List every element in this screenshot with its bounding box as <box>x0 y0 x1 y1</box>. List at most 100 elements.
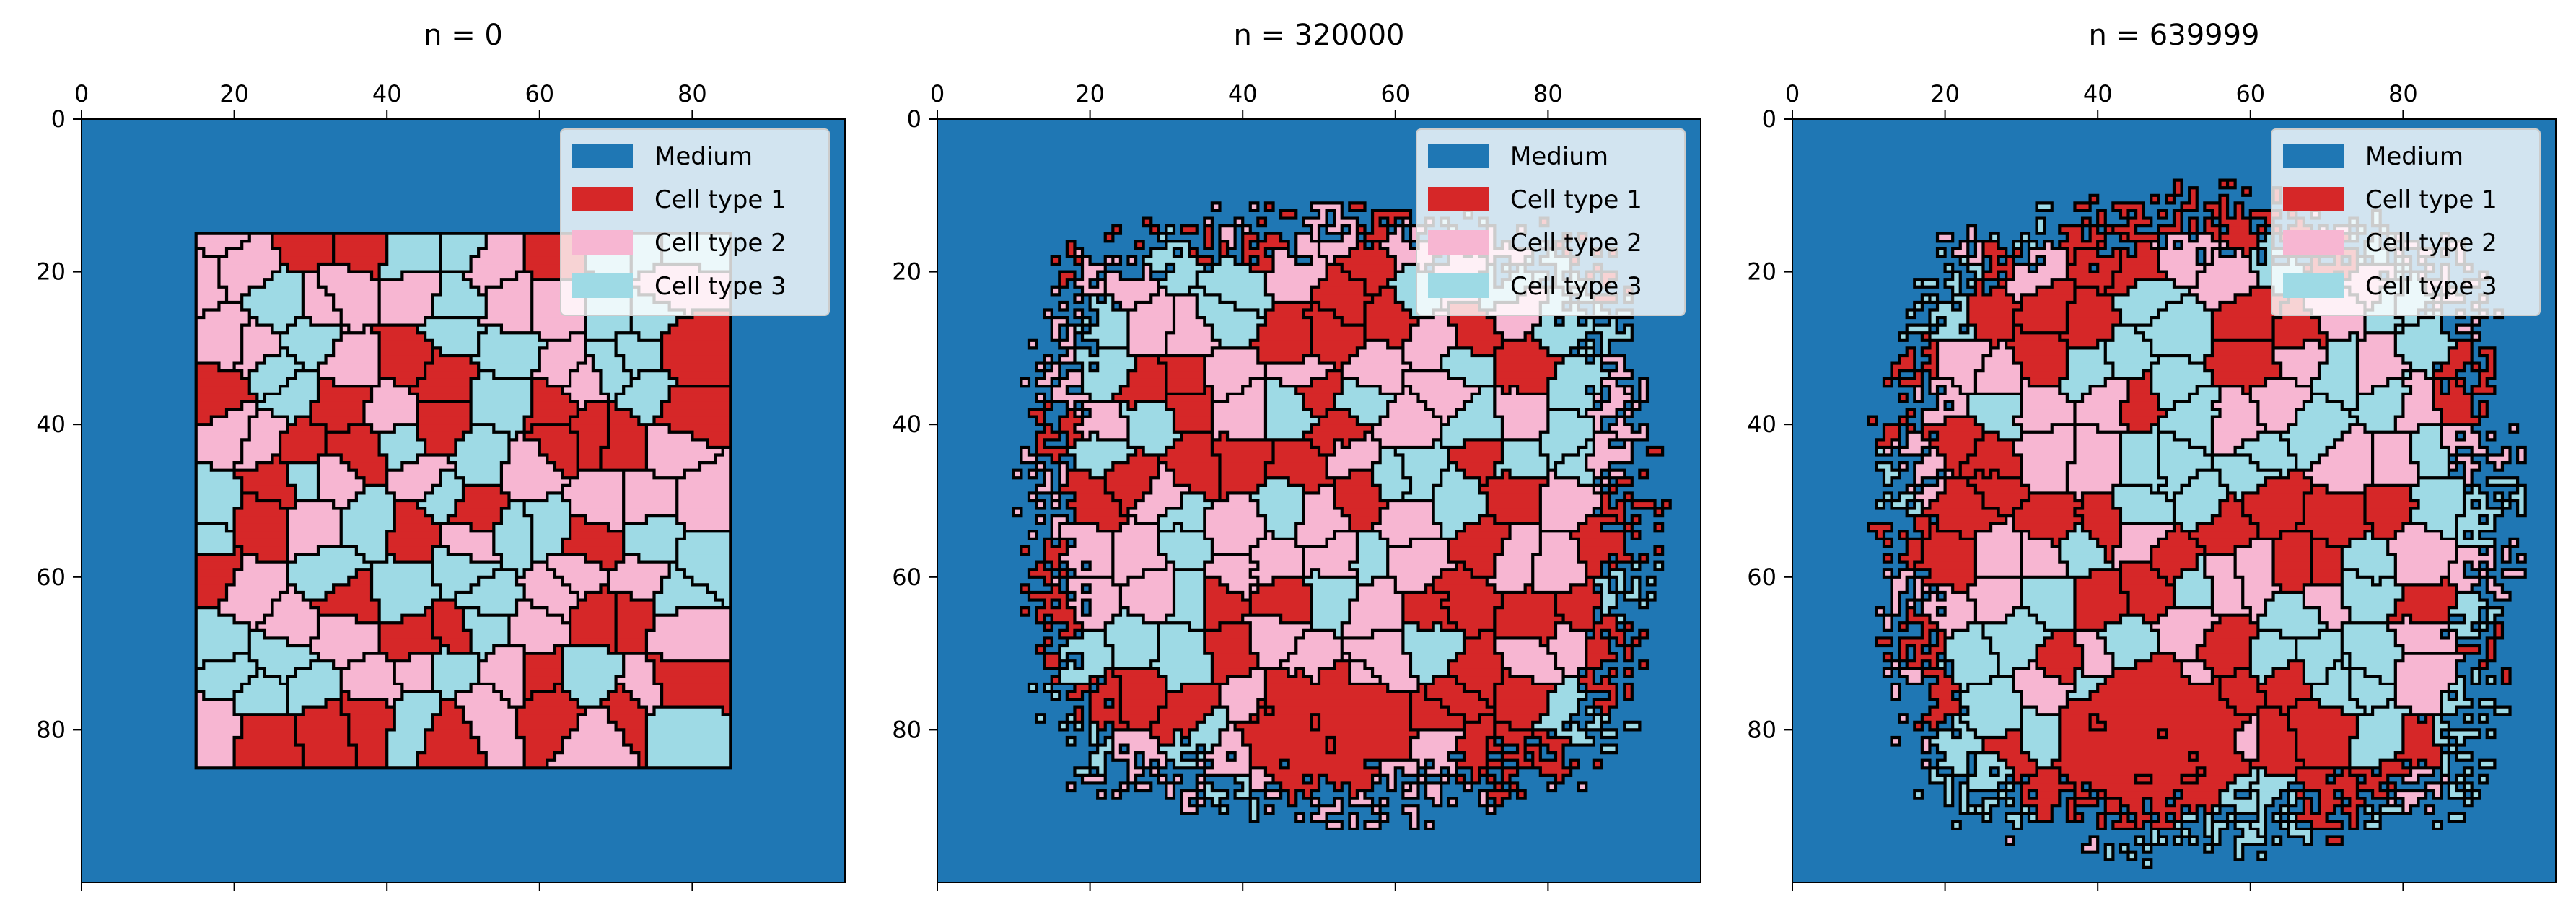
cell-run <box>2013 608 2030 616</box>
cell-run <box>2349 753 2396 761</box>
cell-run <box>1250 783 1266 792</box>
cell-run <box>2258 615 2320 623</box>
cell-run <box>341 523 395 532</box>
cell-run <box>1372 218 1381 227</box>
cell-run <box>2059 768 2198 776</box>
cell-run <box>1922 501 1930 509</box>
cell-run <box>1502 546 1541 555</box>
cell-run <box>2090 531 2121 540</box>
cell-run <box>1601 348 1610 356</box>
cell-run <box>1098 279 1106 288</box>
cell-run <box>2090 836 2098 845</box>
cell-run <box>2128 286 2190 295</box>
cell-run <box>2212 623 2259 631</box>
cell-run <box>1098 791 1106 799</box>
cell-run <box>1357 348 1403 356</box>
cell-run <box>547 455 579 463</box>
cell-run <box>302 294 334 303</box>
cell-run <box>387 241 441 250</box>
cell-run <box>1051 386 1068 395</box>
x-tick-label: 80 <box>2388 80 2418 108</box>
cell-run <box>2113 302 2167 310</box>
cell-run <box>1113 646 1160 654</box>
cell-run <box>1113 462 1160 471</box>
cell-run <box>1410 668 1450 677</box>
cell-run <box>1258 310 1266 318</box>
cell-run <box>2464 501 2473 509</box>
cell-run <box>486 302 533 310</box>
cell-run <box>364 325 372 333</box>
cell-run <box>1914 592 1923 600</box>
cell-run <box>394 508 426 517</box>
cell-run <box>2105 646 2160 654</box>
cell-run <box>1571 737 1595 745</box>
cell-run <box>2120 523 2175 532</box>
cell-run <box>1074 256 1083 265</box>
cell-run <box>2380 760 2404 768</box>
cell-run <box>1196 279 1266 288</box>
cell-run <box>2158 470 2198 478</box>
cell-run <box>1296 638 1343 646</box>
cell-run <box>1968 455 2022 463</box>
cell-run <box>1945 638 1992 646</box>
cell-run <box>1616 638 1625 646</box>
cell-run <box>1953 271 1961 280</box>
cell-run <box>1601 729 1618 738</box>
cell-run <box>2296 523 2373 532</box>
cell-run <box>2120 210 2129 219</box>
cell-run <box>486 294 533 303</box>
cell-run <box>1929 333 1976 341</box>
cell-run <box>1334 478 1373 486</box>
cell-run <box>379 271 403 280</box>
cell-run <box>2311 478 2373 486</box>
cell-run <box>2120 516 2175 525</box>
cell-run <box>1319 416 1358 425</box>
cell-run <box>196 737 235 745</box>
cell-run <box>2120 416 2160 425</box>
cell-run <box>1128 722 1152 730</box>
cell-run <box>1051 286 1060 295</box>
cell-run <box>287 378 319 387</box>
cell-run <box>1983 241 1999 250</box>
cell-run <box>302 302 334 310</box>
cell-run <box>2158 393 2190 402</box>
cell-run <box>1593 325 1618 333</box>
cell-run <box>2166 729 2236 738</box>
cell-run <box>463 623 509 631</box>
cell-run <box>1044 538 1053 547</box>
cell-run <box>2250 821 2266 830</box>
cell-run <box>1571 584 1595 593</box>
cell-run <box>2426 371 2435 380</box>
cell-run <box>1929 371 1938 380</box>
cell-run <box>615 393 670 402</box>
cell-run <box>532 401 579 410</box>
cell-run <box>1441 699 1488 708</box>
cell-run <box>2288 714 2358 723</box>
cell-run <box>1204 714 1228 723</box>
cell-run <box>341 508 395 517</box>
cell-run <box>2311 546 2343 555</box>
cell-run <box>1380 516 1434 525</box>
cell-run <box>1494 699 1548 708</box>
cell-run <box>1601 355 1625 364</box>
cell-run <box>356 470 387 478</box>
cell-run <box>1250 760 1282 768</box>
cell-run <box>1098 768 1106 776</box>
cell-run <box>2181 791 2220 799</box>
cell-run <box>2021 791 2030 799</box>
cell-run <box>1410 386 1480 395</box>
cell-run <box>1929 501 1984 509</box>
cell-run <box>1403 462 1450 471</box>
cell-run <box>2403 409 2442 418</box>
cell-run <box>2395 600 2457 608</box>
cell-run <box>1937 760 1968 768</box>
cell-run <box>1486 791 1510 799</box>
cell-run <box>1410 233 1419 242</box>
cell-run <box>2204 248 2213 257</box>
cell-run <box>1059 722 1068 730</box>
cell-run <box>1388 233 1403 242</box>
cell-run <box>1486 478 1548 486</box>
cell-run <box>2395 630 2442 639</box>
cell-run <box>1601 340 1610 348</box>
cell-run <box>2448 355 2473 364</box>
